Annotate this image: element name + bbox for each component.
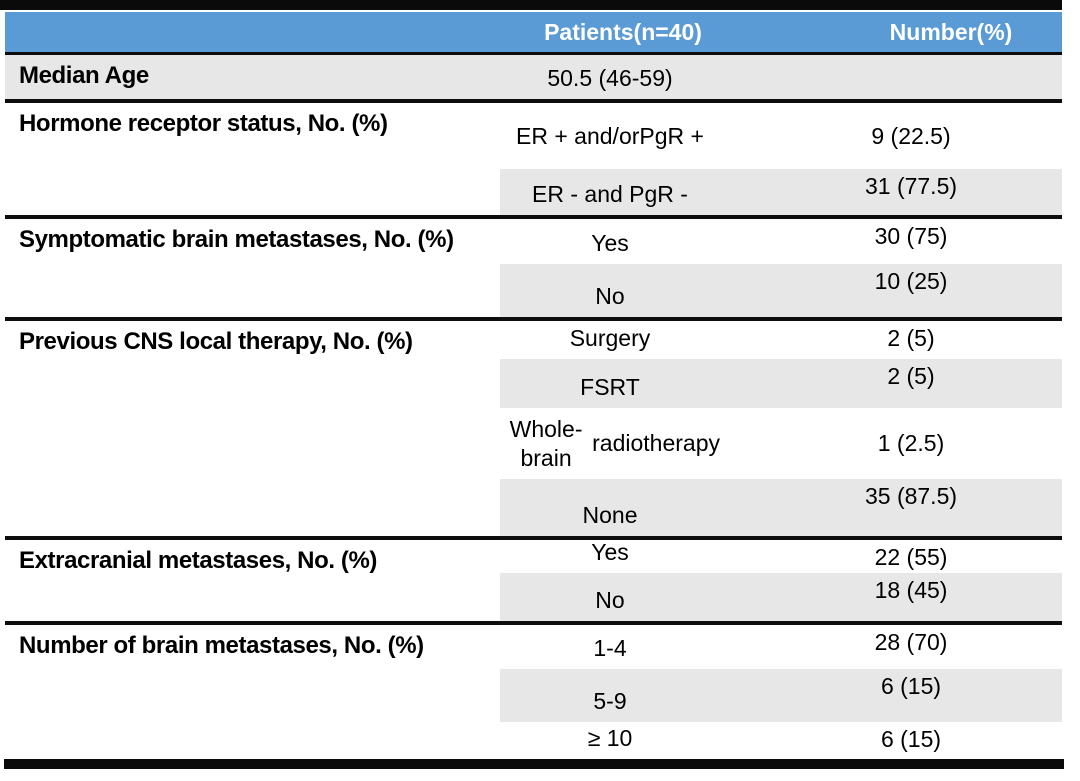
table-section: Previous CNS local therapy, No. (%) Surge… [5,317,1062,536]
table-row: 1-4 28 (70) [500,625,1062,669]
table-body: Median Age 50.5 (46-59) Hormone receptor s… [5,55,1062,759]
category-cell: FSRT [500,359,760,408]
row-group-label: Median Age [5,55,500,99]
category-text-line: PgR + [639,122,704,149]
category-cell: No [500,573,760,621]
number-cell: 18 (45) [874,577,948,603]
category-text-line: radiotherapy [592,430,720,457]
number-cell: 2 (5) [887,325,935,351]
table-row: 50.5 (46-59) [500,55,1062,99]
number-cell [760,55,1062,99]
table-row: None 35 (87.5) [500,479,1062,536]
row-group-label: Number of brain metastases, No. (%) [19,632,424,659]
category-text-line: FSRT [580,374,640,401]
category-cell: ≥ 10 [500,722,760,759]
table-row: No 10 (25) [500,264,1062,317]
section-rows: 1-4 28 (70) 5-9 6 (15) ≥ 10 6 (15) [500,625,1062,759]
category-text-line: 1-4 [593,635,627,662]
section-rows: 50.5 (46-59) [500,55,1062,99]
section-rows: Surgery 2 (5) FSRT 2 (5) Whole-brain radiothe… [500,321,1062,536]
category-cell: 1-4 [500,625,760,669]
category-text-line: ≥ 10 [587,725,633,752]
table-row: Whole-brain radiotherapy 1 (2.5) [500,408,1062,479]
category-cell: Yes [500,219,760,264]
patient-characteristics-table: Patients(n=40) Number(%) Median Age 50.5 … [0,0,1064,769]
table-section: Number of brain metastases, No. (%) 1-4 28… [5,621,1062,759]
category-text-line: Yes [591,539,629,566]
table-section: Median Age 50.5 (46-59) [5,55,1062,99]
table-row: No 18 (45) [500,573,1062,621]
number-cell: 1 (2.5) [877,430,945,456]
table-row: Yes 30 (75) [500,219,1062,264]
category-text-line: ER + and/or [516,122,640,149]
category-cell: Whole-brain radiotherapy [500,408,760,479]
row-group-label: Hormone receptor status, No. (%) [19,110,388,137]
number-cell: 2 (5) [887,363,935,389]
category-cell: ER - and PgR - [500,169,760,215]
number-cell: 30 (75) [874,223,948,249]
number-cell: 22 (55) [874,544,948,570]
category-text-line: No [595,587,625,614]
header-patients-label: Patients(n=40) [544,18,702,45]
table-section: Extracranial metastases, No. (%) Yes 22 (5… [5,536,1062,621]
number-cell: 9 (22.5) [871,122,951,149]
table-row: FSRT 2 (5) [500,359,1062,408]
category-text-line: ER - and PgR - [532,181,688,208]
category-text-line: Yes [591,230,629,257]
number-cell: 28 (70) [874,629,948,655]
table-row: Surgery 2 (5) [500,321,1062,359]
number-cell: 6 (15) [880,673,942,699]
table-section: Hormone receptor status, No. (%) ER + and… [5,99,1062,215]
table-row: 5-9 6 (15) [500,669,1062,722]
number-cell: 31 (77.5) [864,173,958,199]
row-group-label: Extracranial metastases, No. (%) [19,547,378,574]
category-cell: ER + and/or PgR + [500,103,760,169]
category-text-line: Whole-brain [509,415,583,471]
category-cell: No [500,264,760,317]
category-cell: 50.5 (46-59) [500,55,760,99]
number-cell: 35 (87.5) [864,483,958,509]
category-text-line: No [595,283,625,310]
table-row: ER + and/or PgR + 9 (22.5) [500,103,1062,169]
table-row: ER - and PgR - 31 (77.5) [500,169,1062,215]
table-top-border [0,0,1062,10]
section-rows: ER + and/or PgR + 9 (22.5) ER - and PgR - 31… [500,103,1062,215]
number-cell: 6 (15) [880,726,942,752]
category-text-line: 5-9 [593,688,627,715]
category-cell: Yes [500,539,760,573]
number-cell: 10 (25) [874,268,948,294]
category-text-line: Surgery [569,325,651,352]
category-text-line: None [582,502,638,529]
category-cell: None [500,479,760,536]
header-empty-cell [5,12,500,52]
table-row: Yes 22 (55) [500,539,1062,573]
row-group-label: Symptomatic brain metastases, No. (%) [19,226,454,253]
category-text-line: 50.5 (46-59) [547,65,673,92]
table-section: Symptomatic brain metastases, No. (%) Yes… [5,215,1062,317]
category-cell: 5-9 [500,669,760,722]
table-row: ≥ 10 6 (15) [500,722,1062,759]
table-header-row: Patients(n=40) Number(%) [5,12,1062,55]
row-group-label: Previous CNS local therapy, No. (%) [19,328,413,355]
section-rows: Yes 30 (75) No 10 (25) [500,219,1062,317]
section-rows: Yes 22 (55) No 18 (45) [500,539,1062,621]
category-cell: Surgery [500,321,760,359]
table-bottom-border [4,759,1064,769]
header-number-label: Number(%) [889,18,1013,45]
